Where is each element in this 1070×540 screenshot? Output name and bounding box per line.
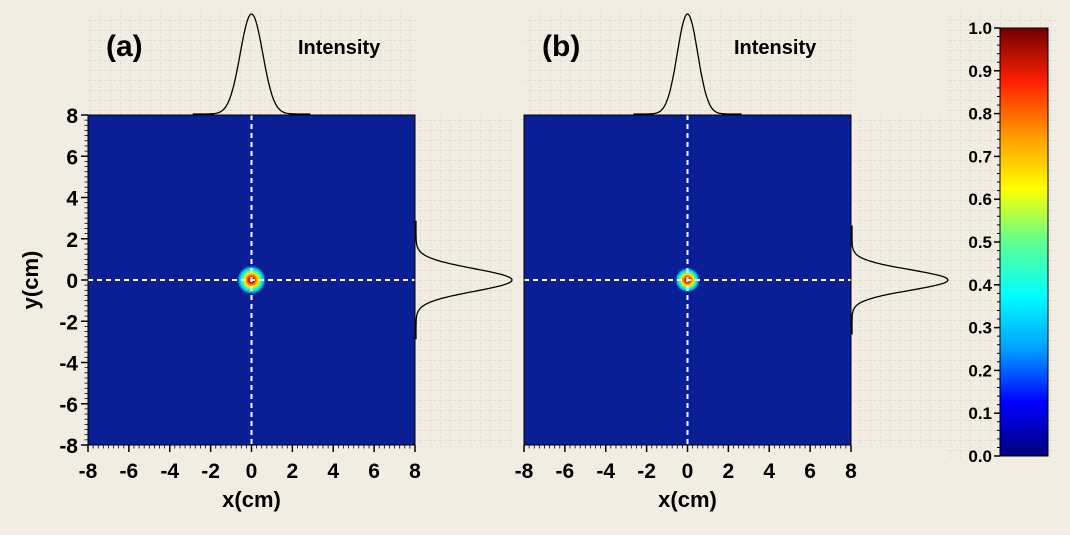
colorbar-tick-label: 0.5 [968, 233, 992, 252]
colorbar-ticks: 1.0 0.9 0.8 0.7 0.6 0.5 0.4 0.3 0.2 0.1 0.0 [968, 19, 1000, 466]
x-tick-label: -6 [120, 460, 139, 483]
x-axis-label: x(cm) [222, 487, 281, 512]
y-tick-label: -4 [59, 353, 78, 376]
intensity-profile-right [415, 220, 513, 340]
y-tick-label: 6 [66, 146, 78, 169]
colorbar-tick-label: 0.7 [968, 147, 992, 166]
x-tick-label: -6 [556, 460, 575, 483]
x-tick-label: 4 [327, 460, 339, 483]
y-tick-label: 2 [66, 229, 78, 252]
intensity-profile-top [192, 13, 311, 115]
colorbar-tick-label: 0.3 [968, 319, 992, 338]
colorbar-tick-label: 0.8 [968, 105, 992, 124]
grid-right-a [416, 114, 512, 447]
x-tick-label: -2 [201, 460, 220, 483]
colorbar-tick-label: 0.2 [968, 361, 992, 380]
grid-right-b [852, 114, 948, 447]
x-tick-label: 0 [682, 460, 694, 483]
intensity-profile-top [633, 13, 742, 115]
x-tick-label: 6 [368, 460, 380, 483]
panel-a: (a) Intensity -8 -6 -4 -2 0 2 4 6 8 8 6 4 2 0 -2 -4 -6 -8 x(… [18, 13, 513, 512]
panel-label: (b) [542, 30, 580, 63]
panel-label: (a) [106, 30, 143, 63]
grid-top-a [88, 12, 418, 114]
colorbar-tick-label: 0.6 [968, 190, 992, 209]
x-tick-label: -4 [160, 460, 179, 483]
x-tick-label: 2 [287, 460, 299, 483]
y-axis-label: y(cm) [18, 251, 43, 310]
x-tick-label: 4 [763, 460, 775, 483]
x-axis-label: x(cm) [658, 487, 717, 512]
colorbar-tick-label: 0.9 [968, 62, 992, 81]
x-tick-label: -4 [596, 460, 615, 483]
panel-b: (b) Intensity -8 -6 -4 -2 0 2 4 6 8 x(cm) [515, 13, 949, 512]
profile-label: Intensity [734, 37, 817, 59]
x-tick-label: 8 [409, 460, 421, 483]
colorbar-tick-label: 0.1 [968, 404, 992, 423]
x-tick-label: -2 [637, 460, 656, 483]
y-tick-label: 0 [66, 270, 78, 293]
panels: (a) Intensity -8 -6 -4 -2 0 2 4 6 8 8 6 4 2 0 -2 -4 -6 -8 x(… [18, 13, 949, 512]
y-tick-label: -2 [59, 311, 78, 334]
x-tick-label: 8 [845, 460, 857, 483]
colorbar: 1.0 0.9 0.8 0.7 0.6 0.5 0.4 0.3 0.2 0.1 0.0 [968, 19, 1049, 466]
colorbar-tick-label: 0.4 [968, 276, 992, 295]
x-tick-label: 0 [246, 460, 258, 483]
profile-label: Intensity [298, 37, 381, 59]
x-tick-label: -8 [79, 460, 98, 483]
y-tick-label: 4 [66, 188, 78, 211]
intensity-profile-right [851, 225, 949, 335]
y-tick-label: -6 [59, 394, 78, 417]
colorbar-tick-label: 1.0 [968, 19, 992, 38]
y-tick-label: 8 [66, 105, 78, 128]
y-tick-label: -8 [59, 435, 78, 458]
colorbar-gradient [999, 27, 1049, 457]
x-tick-label: 2 [723, 460, 735, 483]
x-tick-label: 6 [804, 460, 816, 483]
grid-top-b [523, 12, 853, 114]
colorbar-tick-label: 0.0 [968, 447, 992, 466]
x-tick-label: -8 [515, 460, 534, 483]
